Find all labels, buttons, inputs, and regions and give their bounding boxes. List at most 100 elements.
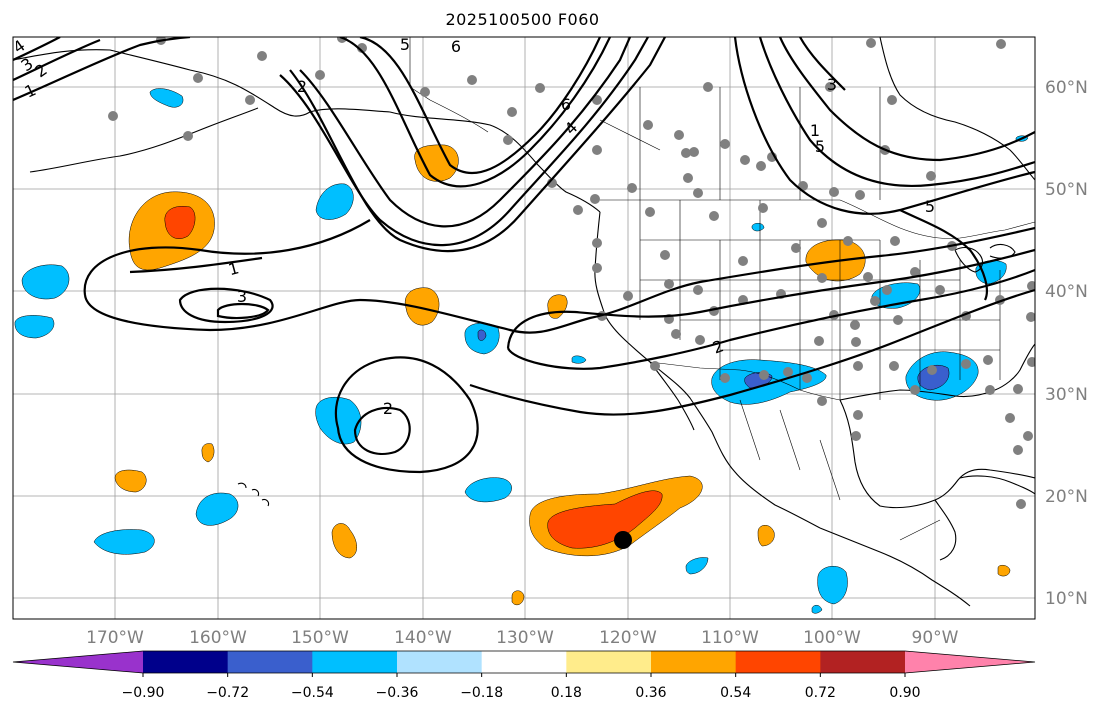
colorbar-segment (735, 651, 821, 673)
location-marker (614, 531, 632, 549)
positive-anomaly-tiny-south (511, 590, 525, 606)
mexico-states (739, 399, 941, 541)
contour-line (339, 37, 611, 188)
colorbar-segment (481, 651, 567, 673)
negative-anomaly-subtropical-pacific (315, 397, 362, 445)
longitude-label: 160°W (189, 628, 247, 648)
mexico-pacific-coast (819, 527, 971, 607)
contour-label: 5 (815, 137, 825, 156)
colorbar-extend-high (905, 651, 1035, 673)
latitude-label: 10°N (1045, 589, 1088, 609)
positive-anomaly-hawaii-west (114, 469, 147, 493)
map-title: 2025100500 F060 (445, 10, 600, 29)
contour-line (13, 38, 101, 81)
contour-line (506, 248, 1035, 349)
strong-negative-anomaly-mid-north-pacific (477, 329, 487, 341)
political-borders (409, 37, 1035, 541)
contour-line (129, 256, 263, 274)
negative-anomaly-hawaii (195, 492, 239, 526)
colorbar-extend-low (13, 651, 143, 673)
colorbar-segment (820, 651, 906, 673)
contour-label: 2 (297, 77, 307, 96)
map-frame (12, 36, 1036, 620)
colorbar-tick-label: −0.72 (206, 685, 249, 701)
contour-line (13, 37, 61, 61)
west-coast (594, 211, 821, 529)
positive-anomaly-south-pacific (331, 523, 357, 559)
contour-line (216, 302, 270, 320)
positive-anomaly-alaska-coast (414, 144, 459, 182)
longitude-labels: 170°W 160°W 150°W 140°W 130°W 120°W 110°… (86, 628, 959, 648)
colorbar-tick-label: 0.18 (551, 685, 582, 701)
contour-label: 3 (827, 75, 837, 94)
colorbar-tick-label: 0.72 (805, 685, 836, 701)
contour-line (13, 37, 191, 102)
negative-anomaly-tiny-1 (751, 223, 765, 232)
contour-label: 1 (810, 121, 820, 140)
us-canada-border (600, 199, 1035, 239)
colorbar-tick-label: 0.36 (635, 685, 666, 701)
contour-line (279, 37, 649, 247)
positive-anomaly-caribbean (997, 565, 1011, 577)
negative-anomaly-alaska-west (149, 88, 184, 108)
longitude-label: 140°W (394, 628, 452, 648)
negative-anomaly-tiny-2 (571, 355, 587, 364)
negative-anomaly-bering (315, 183, 354, 220)
contour-label: 6 (561, 95, 571, 114)
negative-anomaly-west-hawaii (93, 529, 155, 555)
baja-california (649, 361, 695, 431)
contour-line (83, 226, 1035, 334)
latitude-label: 50°N (1045, 180, 1088, 200)
latitude-label: 30°N (1045, 385, 1088, 405)
contour-label: 6 (451, 37, 461, 56)
us-mexico-border (649, 361, 841, 401)
contour-line (799, 37, 846, 91)
contour-line (334, 356, 479, 474)
canada-provinces (599, 87, 881, 200)
latitude-label: 20°N (1045, 487, 1088, 507)
negative-anomaly-east-of-hawaii (464, 477, 512, 503)
longitude-label: 120°W (599, 628, 657, 648)
positive-anomaly-mexico-coast (757, 525, 775, 547)
contour-line (506, 268, 1035, 370)
positive-anomaly-small-1 (201, 443, 215, 463)
us-states (639, 200, 1001, 400)
colorbar-segment (651, 651, 737, 673)
strong-positive-anomaly-east-pacific (547, 490, 663, 549)
colorbar-tick-label: −0.36 (376, 685, 419, 701)
strong-positive-anomaly-gulf-of-alaska (164, 206, 196, 239)
contour-label: 3 (237, 287, 247, 306)
contour-line (469, 288, 1035, 416)
aleutian-chain (29, 107, 259, 173)
contour-line (733, 37, 1035, 215)
colorbar-segment (312, 651, 398, 673)
contour-line (83, 219, 371, 296)
colorbar-tick-label: −0.90 (122, 685, 165, 701)
contour-line (299, 37, 632, 228)
contour-line (289, 37, 666, 253)
yucatan (934, 499, 957, 561)
latitude-label: 40°N (1045, 282, 1088, 302)
contour-label: 5 (925, 197, 935, 216)
contour-line (758, 37, 1035, 187)
colorbar (12, 650, 1036, 674)
alaska-canada-border (409, 37, 489, 133)
colorbar-segment (227, 651, 313, 673)
contour-line (899, 209, 988, 301)
contour-line (359, 37, 602, 175)
colorbar-segment (566, 651, 652, 673)
contour-lines (13, 37, 1035, 474)
colorbar-tick-label: 0.54 (720, 685, 751, 701)
latitude-label: 60°N (1045, 78, 1088, 98)
colorbar-tick-labels: −0.90 −0.72 −0.54 −0.36 −0.18 0.18 0.36 0.54 0.7… (122, 673, 921, 701)
longitude-label: 130°W (496, 628, 554, 648)
positive-anomaly-mid-pacific (404, 287, 440, 326)
negative-anomaly-west-pacific (21, 264, 70, 300)
grid-lines (13, 37, 1035, 619)
hudson-bay (879, 37, 1035, 181)
hawaii-islands (237, 482, 270, 507)
contour-line (778, 37, 1035, 162)
colorbar-segment (397, 651, 483, 673)
negative-anomaly-tiny-3 (811, 605, 823, 614)
